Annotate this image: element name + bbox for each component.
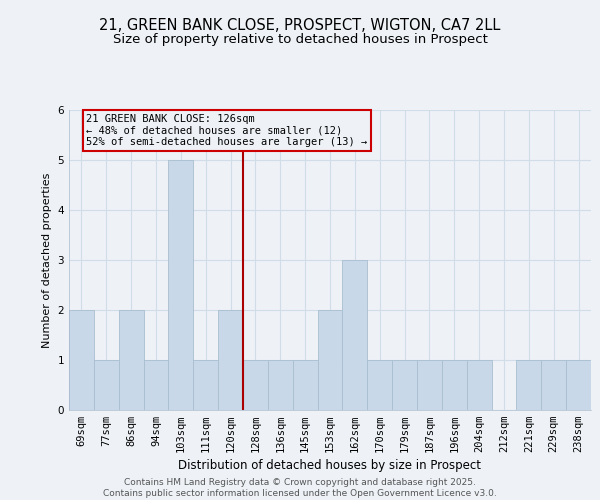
Bar [243,360,268,410]
Bar [94,360,119,410]
Bar [541,360,566,410]
Bar [392,360,417,410]
Text: Size of property relative to detached houses in Prospect: Size of property relative to detached ho… [113,32,487,46]
Bar [517,360,541,410]
Bar [442,360,467,410]
Bar [467,360,491,410]
Text: 21, GREEN BANK CLOSE, PROSPECT, WIGTON, CA7 2LL: 21, GREEN BANK CLOSE, PROSPECT, WIGTON, … [100,18,500,32]
Bar [268,360,293,410]
Bar [193,360,218,410]
Bar [169,160,193,410]
Bar [317,310,343,410]
Bar [119,310,143,410]
Bar [69,310,94,410]
Bar [367,360,392,410]
Bar [343,260,367,410]
Y-axis label: Number of detached properties: Number of detached properties [42,172,52,348]
X-axis label: Distribution of detached houses by size in Prospect: Distribution of detached houses by size … [179,460,482,472]
Text: 21 GREEN BANK CLOSE: 126sqm
← 48% of detached houses are smaller (12)
52% of sem: 21 GREEN BANK CLOSE: 126sqm ← 48% of det… [86,114,368,147]
Text: Contains HM Land Registry data © Crown copyright and database right 2025.
Contai: Contains HM Land Registry data © Crown c… [103,478,497,498]
Bar [417,360,442,410]
Bar [143,360,169,410]
Bar [566,360,591,410]
Bar [293,360,317,410]
Bar [218,310,243,410]
